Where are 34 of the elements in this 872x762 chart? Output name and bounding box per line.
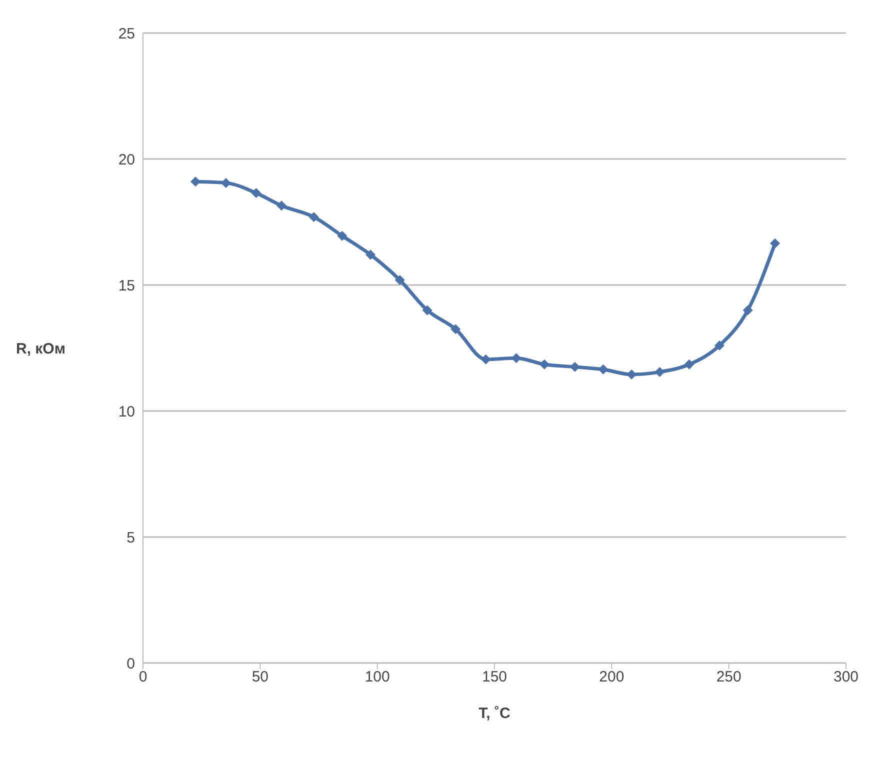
- point: [714, 340, 724, 350]
- x-tick-label: 300: [833, 668, 859, 686]
- point: [366, 250, 376, 260]
- point: [276, 200, 286, 211]
- x-tick-label: 50: [252, 668, 269, 686]
- point: [539, 359, 550, 370]
- x-axis-title: T, ˚C: [478, 705, 510, 722]
- x-tick-label: 100: [364, 668, 390, 686]
- point: [422, 305, 432, 316]
- point: [770, 238, 780, 248]
- x-tick-label: 250: [716, 668, 742, 686]
- x-tick-label: 200: [599, 668, 624, 686]
- y-tick-label: 0: [126, 655, 135, 672]
- y-tick-label: 20: [118, 151, 135, 168]
- point: [742, 305, 753, 316]
- x-tick-label: 150: [482, 668, 508, 686]
- y-axis-title: R, кОм: [16, 340, 66, 358]
- point: [308, 212, 319, 222]
- point: [480, 354, 491, 364]
- point: [337, 230, 348, 241]
- point: [450, 324, 461, 334]
- point: [190, 176, 200, 187]
- point: [570, 362, 580, 372]
- point: [220, 178, 231, 188]
- point: [654, 366, 665, 377]
- x-tick-label: 0: [138, 668, 148, 686]
- point: [684, 359, 694, 370]
- y-tick-label: 25: [118, 25, 135, 42]
- point: [251, 188, 262, 198]
- point: [394, 274, 405, 285]
- y-tick-label: 5: [126, 529, 135, 546]
- y-tick-label: 15: [118, 277, 135, 294]
- y-tick-label: 10: [118, 403, 135, 420]
- point: [598, 364, 608, 374]
